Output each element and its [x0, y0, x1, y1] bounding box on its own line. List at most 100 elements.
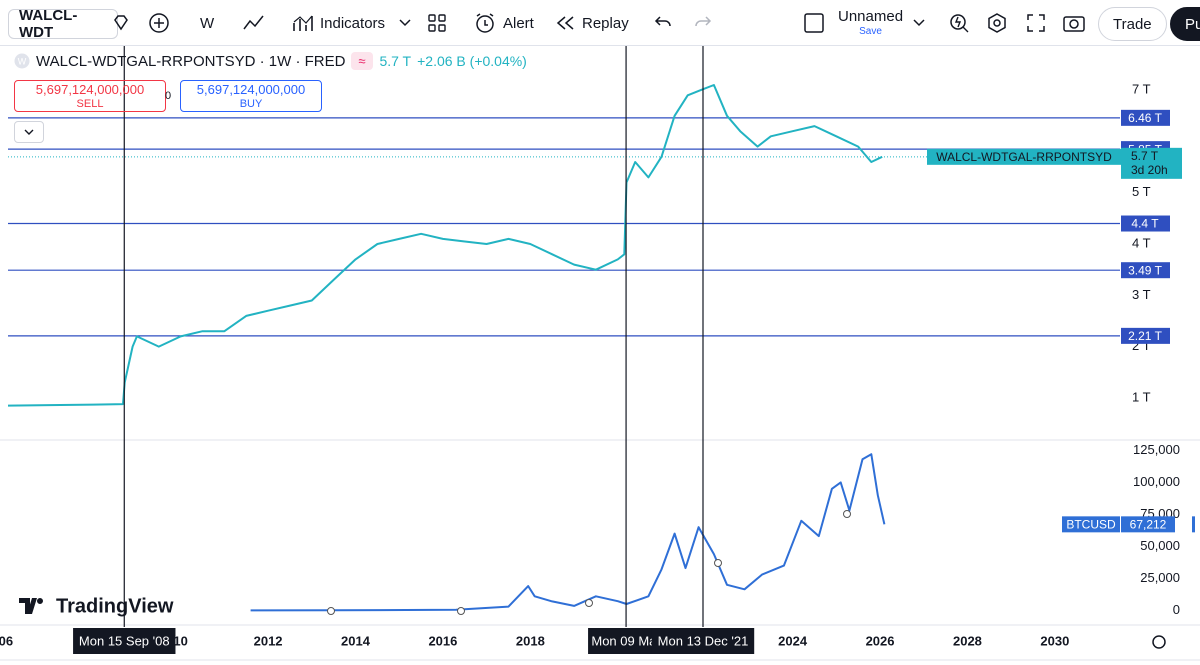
y-tick-label: 3 T — [1132, 287, 1151, 302]
last-label-bg — [1121, 516, 1175, 533]
crosshair-label: Mon 15 Sep '08 — [79, 633, 170, 648]
legend-last: 5.7 T — [379, 53, 412, 69]
y-tick-label: 5 T — [1132, 184, 1151, 199]
last-label-bg — [1121, 147, 1182, 179]
series-name-bg — [927, 148, 1121, 165]
legend: W WALCL-WDTGAL-RRPONTSYD · 1W · FRED ≈ 5… — [14, 52, 527, 143]
hline-label: 4.4 T — [1131, 217, 1159, 231]
scale-handle — [1192, 516, 1195, 533]
sell-label: SELL — [76, 98, 104, 110]
layout-title: Unnamed — [838, 8, 904, 26]
source-icon: W — [14, 53, 30, 69]
event-marker — [327, 607, 335, 615]
series-line — [250, 453, 886, 612]
sell-button[interactable]: 5,697,124,000,000 SELL — [14, 80, 166, 112]
indicators-icon[interactable] — [292, 13, 314, 59]
spread: 0 — [165, 90, 172, 102]
collapse-button[interactable] — [14, 121, 44, 143]
chevron-icon[interactable] — [912, 17, 926, 63]
legend-title[interactable]: WALCL-WDTGAL-RRPONTSYD · 1W · FRED — [36, 52, 346, 70]
y-tick-label: 0 — [1173, 602, 1180, 617]
layout-name[interactable]: Unnamed Save — [838, 0, 903, 46]
hline-label: 3.49 T — [1128, 263, 1162, 277]
series-name-label: BTCUSD — [1066, 518, 1116, 532]
sell-price: 5,697,124,000,000 — [35, 82, 145, 97]
y-tick-label: 100,000 — [1133, 474, 1180, 489]
compare-icon[interactable]: ≈ — [351, 52, 374, 70]
checkbox-icon[interactable] — [804, 13, 824, 59]
hline-label-bg — [1121, 327, 1170, 344]
diamond-icon[interactable] — [112, 14, 130, 60]
y-tick-label: 7 T — [1132, 82, 1151, 97]
fullscreen-icon[interactable] — [1026, 13, 1046, 59]
symbol-button[interactable]: WALCL-WDT — [8, 9, 118, 39]
x-tick-label: 10 — [173, 633, 187, 648]
chart-type-icon[interactable] — [242, 13, 266, 59]
event-marker — [714, 559, 722, 567]
y-tick-label: 25,000 — [1140, 570, 1180, 585]
series-name-bg — [1062, 516, 1120, 533]
snapshot-icon[interactable] — [1062, 13, 1086, 59]
hline-label-bg — [1121, 215, 1170, 232]
buy-label: BUY — [239, 98, 263, 110]
x-tick-label: 2016 — [428, 633, 457, 648]
save-label[interactable]: Save — [859, 25, 882, 37]
crosshair-label: Mon 13 Dec '21 — [658, 633, 749, 648]
hline-label: 2.21 T — [1128, 329, 1162, 343]
last-label: 5.7 T — [1131, 149, 1159, 163]
hline-label-bg — [1121, 109, 1170, 126]
x-tick-label: 2014 — [341, 633, 371, 648]
svg-text:≈: ≈ — [359, 53, 366, 68]
hline-label: 6.46 T — [1128, 111, 1162, 125]
collapse-icon — [24, 129, 34, 135]
settings-icon[interactable] — [986, 12, 1008, 58]
layouts-icon[interactable] — [427, 13, 447, 59]
y-tick-label: 1 T — [1132, 389, 1151, 404]
y-tick-label: 50,000 — [1140, 538, 1180, 553]
crosshair-label-bg — [651, 628, 755, 654]
x-tick-label: 2026 — [866, 633, 895, 648]
watermark: TradingView — [56, 595, 174, 617]
x-tick-label: 2028 — [953, 633, 982, 648]
event-marker — [843, 510, 851, 518]
crosshair-label-bg — [588, 628, 665, 654]
add-symbol-icon[interactable] — [148, 12, 170, 58]
x-tick-label: 2018 — [516, 633, 545, 648]
x-tick-label: 2030 — [1040, 633, 1069, 648]
y-tick-label: 4 T — [1132, 235, 1151, 250]
countdown: 3d 20h — [1131, 163, 1168, 177]
y-tick-label: 125,000 — [1133, 442, 1180, 457]
x-tick-label: 2024 — [778, 633, 808, 648]
replay-icon[interactable] — [556, 15, 576, 61]
toolbar: WALCL-WDT W Indicators Alert Replay Unna… — [0, 0, 1200, 46]
event-marker — [585, 599, 593, 607]
svg-text:W: W — [18, 56, 27, 66]
crosshair-label-bg — [73, 628, 176, 654]
redo-icon[interactable] — [692, 14, 712, 60]
chevron-icon[interactable] — [398, 17, 412, 63]
replay-button[interactable]: Replay — [582, 14, 629, 32]
event-marker — [457, 607, 465, 615]
hline-label-bg — [1121, 262, 1170, 279]
crosshair-label: Mon 09 Mar — [591, 633, 661, 648]
undo-icon[interactable] — [654, 14, 674, 60]
buy-button[interactable]: 5,697,124,000,000 BUY — [180, 80, 322, 112]
x-tick-label: 06 — [0, 633, 13, 648]
alert-button[interactable]: Alert — [503, 14, 534, 32]
trade-button[interactable]: Trade — [1098, 7, 1167, 41]
watermark-logo — [19, 598, 43, 614]
axis-settings-icon — [1152, 635, 1166, 649]
series-line — [7, 84, 883, 407]
series-name-label: WALCL-WDTGAL-RRPONTSYD — [936, 150, 1112, 164]
x-tick-label: 2012 — [254, 633, 283, 648]
alert-icon[interactable] — [474, 12, 496, 58]
legend-change: +2.06 B (+0.04%) — [417, 53, 527, 69]
search-icon[interactable] — [948, 12, 970, 58]
publish-button[interactable]: Pub — [1170, 7, 1200, 41]
interval-button[interactable]: W — [200, 14, 215, 32]
last-label: 67,212 — [1130, 518, 1167, 532]
buy-price: 5,697,124,000,000 — [196, 82, 306, 97]
indicators-button[interactable]: Indicators — [320, 14, 386, 32]
